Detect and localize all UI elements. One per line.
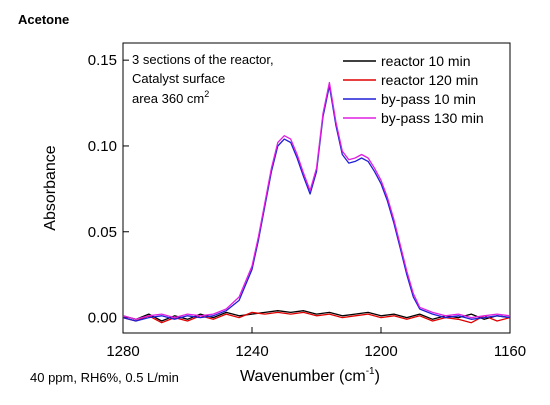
x-tick-label-1: 1240 [235,343,268,360]
annotation: 3 sections of the reactor, Catalyst surf… [132,52,274,106]
annotation-line-2: Catalyst surface [132,71,225,86]
annotation-line-3-sup: 2 [204,89,209,99]
series-line-2 [122,85,511,322]
x-tick-label-3: 1160 [494,343,526,360]
figure-title: Acetone [18,12,70,27]
x-axis-label-end: ) [375,368,380,385]
x-axis-label-sup: -1 [366,366,375,377]
annotation-line-3-main: area 360 cm [132,91,204,106]
annotation-line-3: area 360 cm2 [132,89,209,106]
legend-label-3: by-pass 130 min [381,110,484,126]
axis-ticks: 1280 1240 1200 1160 0.00 0.05 0.10 0.15 [88,52,526,360]
legend: reactor 10 min reactor 120 min by-pass 10 … [343,53,484,126]
annotation-line-1: 3 sections of the reactor, [132,52,274,67]
y-tick-label-3: 0.15 [88,52,117,69]
x-axis-label-main: Wavenumber (cm [240,368,366,385]
legend-label-0: reactor 10 min [381,53,470,69]
legend-label-1: reactor 120 min [381,72,478,88]
x-tick-label-2: 1200 [364,343,397,360]
series-line-3 [122,81,511,320]
y-tick-label-2: 0.10 [88,138,117,155]
y-tick-label-1: 0.05 [88,224,117,241]
y-tick-label-0: 0.00 [88,310,117,327]
condition-note: 40 ppm, RH6%, 0.5 L/min [30,370,179,385]
plot-frame [122,42,511,334]
series-layer [122,81,511,324]
x-tick-label-0: 1280 [106,343,139,360]
legend-label-2: by-pass 10 min [381,91,476,107]
y-axis-label: Absorbance [42,145,59,230]
x-axis-label: Wavenumber (cm-1) [240,366,380,385]
